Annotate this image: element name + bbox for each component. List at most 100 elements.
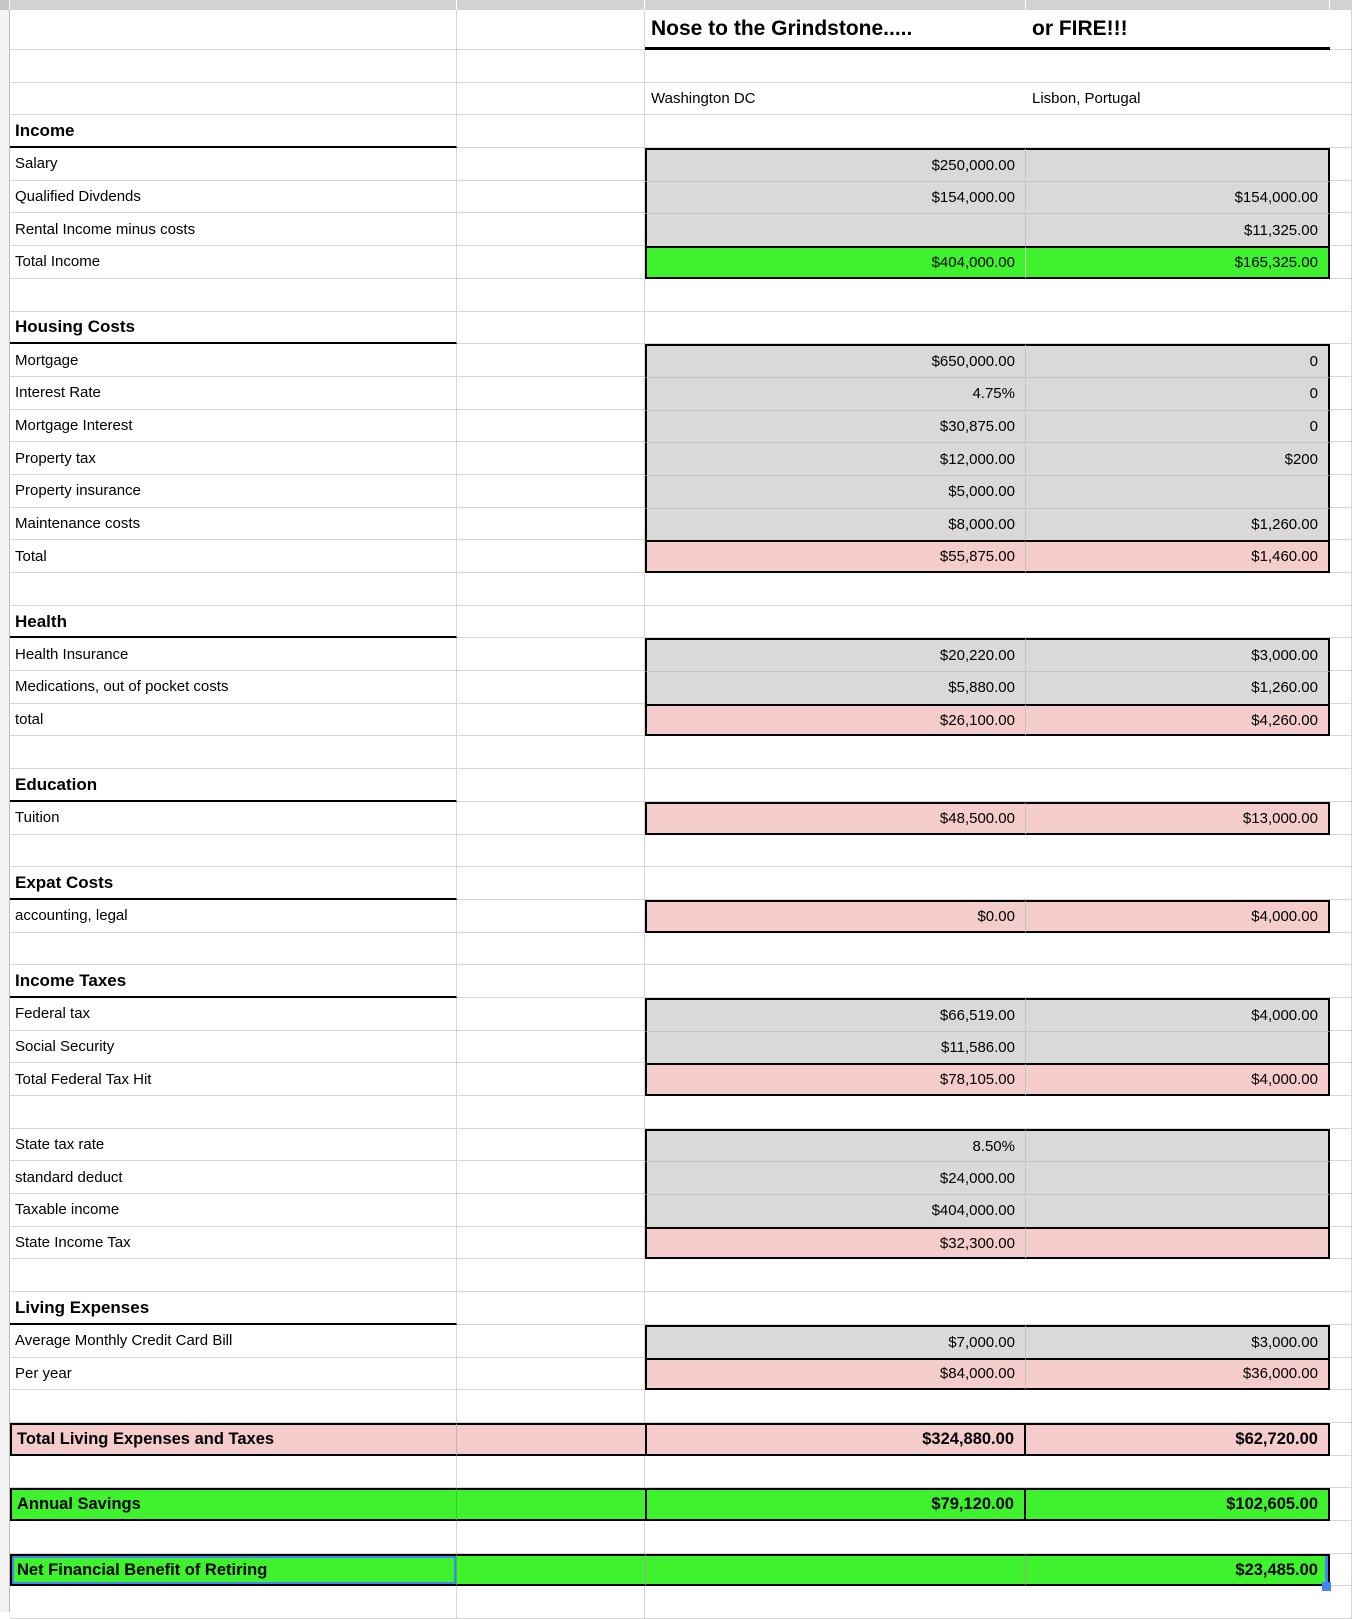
lisbon-cell[interactable] [1026, 933, 1330, 966]
dc-cell[interactable] [645, 115, 1026, 149]
dc-value-total[interactable]: $55,875.00 [645, 540, 1026, 573]
income-taxes-label-cell[interactable]: Income Taxes [10, 965, 457, 998]
dc-cell[interactable] [645, 279, 1026, 312]
empty-cell-e[interactable] [1330, 246, 1352, 279]
empty-cell-a[interactable] [10, 932, 457, 966]
empty-cell-b[interactable] [457, 1161, 645, 1195]
empty-cell-e[interactable] [1330, 1455, 1352, 1489]
empty-cell-e[interactable] [1330, 213, 1352, 247]
salary-label-cell[interactable]: Salary [10, 148, 457, 181]
empty-cell-b[interactable] [457, 899, 645, 933]
total-label-cell[interactable]: Total [10, 540, 457, 573]
empty-cell-a[interactable] [10, 10, 457, 50]
lisbon-cell[interactable] [1026, 279, 1330, 312]
empty-cell-e[interactable] [1330, 997, 1352, 1031]
lisbon-value-lisbon-portugal[interactable]: Lisbon, Portugal [1026, 83, 1330, 116]
empty-cell-b[interactable] [457, 1455, 645, 1489]
lisbon-cell[interactable] [1026, 1030, 1330, 1064]
lisbon-cell[interactable] [1026, 1128, 1330, 1162]
tuition-label-cell[interactable]: Tuition [10, 801, 457, 835]
dc-value-total-federal-tax-hit[interactable]: $78,105.00 [645, 1063, 1026, 1096]
empty-cell-e[interactable] [1330, 278, 1352, 312]
empty-cell-e[interactable] [1330, 376, 1352, 410]
empty-cell-b[interactable] [457, 769, 645, 802]
total-income-label-cell[interactable]: Total Income [10, 246, 457, 279]
lisbon-value-per-year[interactable]: $36,000.00 [1026, 1357, 1330, 1391]
empty-cell-b[interactable] [457, 1292, 645, 1325]
lisbon-cell[interactable] [1026, 1096, 1330, 1129]
lisbon-cell[interactable] [1026, 1456, 1330, 1489]
dc-cell[interactable] [645, 867, 1026, 900]
dc-value-accounting-legal[interactable]: $0.00 [645, 899, 1026, 933]
dc-value-property-tax[interactable]: $12,000.00 [645, 442, 1026, 475]
mortgage-interest-label-cell[interactable]: Mortgage Interest [10, 409, 457, 443]
dc-cell[interactable] [645, 1292, 1026, 1325]
empty-cell-e[interactable] [1330, 180, 1352, 214]
income-label-cell[interactable]: Income [10, 115, 457, 149]
empty-cell-b[interactable] [457, 867, 645, 900]
empty-cell-a[interactable] [10, 278, 457, 312]
empty-cell-b[interactable] [457, 1324, 645, 1358]
empty-cell-e[interactable] [1330, 965, 1352, 998]
empty-cell-b[interactable] [457, 278, 645, 312]
empty-cell-e[interactable] [1330, 573, 1352, 606]
empty-cell-a[interactable] [10, 1259, 457, 1293]
empty-cell-b[interactable] [457, 1128, 645, 1162]
lisbon-cell[interactable] [1026, 1161, 1330, 1195]
empty-cell-e[interactable] [1330, 1030, 1352, 1064]
living-expenses-label-cell[interactable]: Living Expenses [10, 1292, 457, 1325]
lisbon-cell[interactable] [1026, 1226, 1330, 1260]
empty-cell-b[interactable] [457, 997, 645, 1031]
empty-cell-b[interactable] [457, 540, 645, 573]
empty-cell-b[interactable] [457, 246, 645, 279]
lisbon-value-medications-out-of-pocket-costs[interactable]: $1,260.00 [1026, 671, 1330, 704]
lisbon-value-average-monthly-credit-card-bill[interactable]: $3,000.00 [1026, 1324, 1330, 1358]
maintenance-costs-label-cell[interactable]: Maintenance costs [10, 507, 457, 541]
empty-cell-e[interactable] [1330, 50, 1352, 83]
empty-cell-b[interactable] [457, 736, 645, 770]
empty-cell-b[interactable] [457, 507, 645, 541]
empty-cell-b[interactable] [457, 1553, 645, 1587]
lisbon-value-total-living-expenses-and-taxes[interactable]: $62,720.00 [1026, 1422, 1330, 1456]
empty-cell-e[interactable] [1330, 801, 1352, 835]
lisbon-cell[interactable] [1026, 1292, 1330, 1325]
dc-cell[interactable] [645, 1521, 1026, 1554]
empty-cell-a[interactable] [10, 82, 457, 116]
empty-cell-e[interactable] [1330, 1422, 1352, 1456]
empty-cell-e[interactable] [1330, 1161, 1352, 1195]
empty-cell-b[interactable] [457, 703, 645, 737]
empty-cell-e[interactable] [1330, 1586, 1352, 1619]
state-tax-rate-label-cell[interactable]: State tax rate [10, 1128, 457, 1162]
empty-cell-e[interactable] [1330, 442, 1352, 475]
empty-cell-b[interactable] [457, 148, 645, 181]
empty-cell-b[interactable] [457, 932, 645, 966]
lisbon-value-qualified-divdends[interactable]: $154,000.00 [1026, 180, 1330, 214]
empty-cell-e[interactable] [1330, 638, 1352, 672]
empty-cell-a[interactable] [10, 1390, 457, 1423]
dc-value-total-living-expenses-and-taxes[interactable]: $324,880.00 [645, 1422, 1026, 1456]
empty-cell-b[interactable] [457, 1422, 645, 1456]
empty-cell-e[interactable] [1330, 1194, 1352, 1227]
empty-cell-e[interactable] [1330, 671, 1352, 704]
medications-out-of-pocket-costs-label-cell[interactable]: Medications, out of pocket costs [10, 671, 457, 704]
empty-cell-e[interactable] [1330, 736, 1352, 770]
dc-value-average-monthly-credit-card-bill[interactable]: $7,000.00 [645, 1324, 1026, 1358]
column-header-strip[interactable] [0, 0, 1352, 10]
interest-rate-label-cell[interactable]: Interest Rate [10, 376, 457, 410]
dc-cell[interactable] [645, 1553, 1026, 1587]
dc-cell[interactable] [645, 1586, 1026, 1619]
empty-cell-b[interactable] [457, 671, 645, 704]
lisbon-cell[interactable] [1026, 867, 1330, 900]
dc-value-mortgage[interactable]: $650,000.00 [645, 344, 1026, 377]
empty-cell-a[interactable] [10, 736, 457, 770]
total-label-cell[interactable]: total [10, 703, 457, 737]
dc-cell[interactable] [645, 1390, 1026, 1423]
empty-cell-b[interactable] [457, 311, 645, 345]
lisbon-value-property-tax[interactable]: $200 [1026, 442, 1330, 475]
dc-value-total-income[interactable]: $404,000.00 [645, 246, 1026, 279]
lisbon-value-total-federal-tax-hit[interactable]: $4,000.00 [1026, 1063, 1330, 1096]
empty-cell-e[interactable] [1330, 1520, 1352, 1554]
empty-cell-b[interactable] [457, 1586, 645, 1619]
empty-cell-b[interactable] [457, 442, 645, 475]
health-insurance-label-cell[interactable]: Health Insurance [10, 638, 457, 672]
